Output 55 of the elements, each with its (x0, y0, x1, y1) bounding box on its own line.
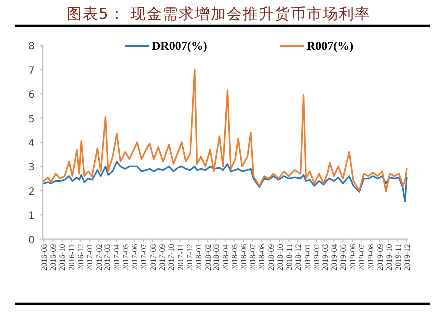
x-tick-label: 2019-06 (348, 244, 358, 271)
x-tick-label: 2019-04 (330, 244, 340, 271)
x-tick-label: 2017-07 (140, 244, 149, 271)
x-tick-label: 2018-05 (230, 244, 240, 271)
x-tick-label: 2018-12 (294, 244, 304, 271)
x-tick-label: 2017-12 (185, 244, 194, 271)
x-tick-label: 2018-09 (266, 244, 276, 271)
x-tick-label: 2017-09 (158, 244, 168, 271)
x-tick-label: 2019-07 (357, 244, 366, 271)
x-tick-label: 2017-05 (121, 244, 130, 271)
y-tick-label: 6 (28, 90, 35, 102)
y-tick-label: 7 (28, 66, 35, 77)
y-tick-label: 3 (28, 162, 35, 174)
y-tick-label: 5 (28, 114, 35, 126)
x-tick-label: 2018-02 (204, 244, 213, 271)
y-tick-label: 4 (28, 138, 35, 150)
x-tick-label: 2019-11 (394, 244, 404, 271)
chart-title: 图表5： 现金需求增加会推升货币市场利率 (66, 5, 372, 23)
x-tick-label: 2019-05 (339, 244, 348, 271)
line-series (43, 69, 408, 192)
x-tick-label: 2017-11 (176, 244, 186, 271)
x-tick-label: 2016-09 (49, 244, 58, 271)
legend-label: R007(%) (307, 39, 354, 53)
x-tick-label: 2017-01 (86, 244, 95, 271)
x-tick-label: 2018-04 (221, 244, 230, 271)
x-tick-label: 2018-01 (194, 244, 204, 271)
x-tick-label: 2018-03 (212, 244, 222, 271)
x-tick-label: 2016-11 (67, 244, 76, 271)
x-tick-label: 2017-10 (167, 244, 176, 271)
x-tick-label: 2017-03 (103, 244, 112, 271)
line-series (43, 161, 408, 203)
x-tick-label: 2019-01 (303, 244, 312, 271)
x-tick-label: 2019-10 (384, 244, 394, 271)
x-tick-label: 2017-02 (94, 244, 104, 271)
x-tick-label: 2019-08 (366, 244, 376, 271)
x-tick-label: 2018-06 (240, 244, 249, 271)
legend-label: DR007(%) (152, 39, 208, 53)
y-tick-label: 2 (28, 186, 35, 198)
x-tick-label: 2019-12 (403, 244, 412, 271)
x-tick-label: 2017-06 (130, 244, 140, 271)
x-tick-label: 2018-10 (276, 244, 285, 271)
y-tick-label: 8 (28, 42, 35, 53)
x-tick-label: 2018-07 (248, 244, 258, 271)
x-tick-label: 2018-08 (258, 244, 267, 271)
x-tick-label: 2017-08 (148, 244, 158, 271)
y-tick-label: 1 (28, 211, 35, 222)
x-tick-label: 2017-04 (112, 244, 122, 271)
x-tick-label: 2019-03 (320, 244, 330, 271)
x-tick-label: 2019-02 (312, 244, 322, 271)
x-tick-label: 2016-12 (76, 244, 86, 271)
y-tick-label: 0 (28, 235, 35, 246)
x-tick-label: 2018-11 (285, 244, 294, 271)
x-tick-label: 2019-09 (376, 244, 385, 271)
x-tick-label: 2016-08 (40, 244, 49, 271)
x-tick-label: 2016-10 (58, 244, 68, 271)
